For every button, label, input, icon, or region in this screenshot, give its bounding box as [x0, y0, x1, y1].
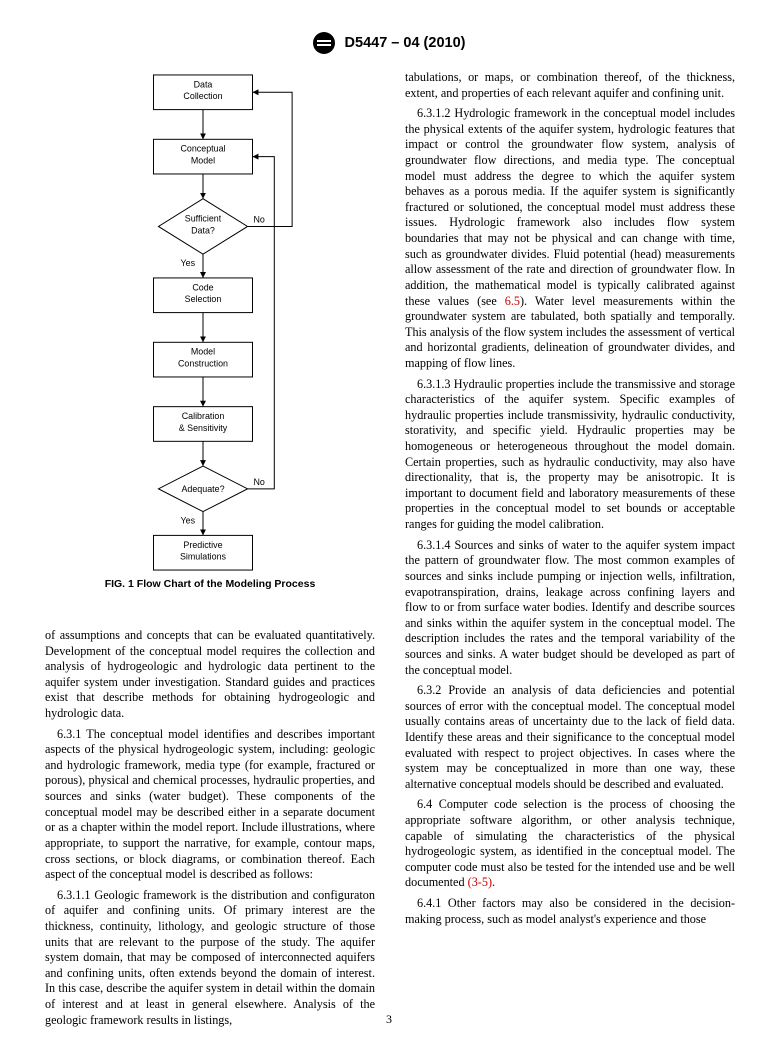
flowchart-edge-label: No — [254, 214, 265, 224]
document-code: D5447 – 04 (2010) — [345, 35, 466, 51]
flowchart-edge-label: No — [254, 477, 265, 487]
paragraph: 6.4 Computer code selection is the proce… — [405, 797, 735, 891]
paragraph: 6.3.1 The conceptual model identifies an… — [45, 727, 375, 883]
column-right: tabulations, or maps, or combination the… — [405, 70, 735, 1015]
flowchart-loopback-edge — [248, 92, 293, 226]
page: D5447 – 04 (2010) Yes Yes No No Data Collect… — [0, 0, 778, 1041]
figure-flowchart: Yes Yes No No Data Collection Conceptual Model… — [98, 70, 308, 575]
crossref-link[interactable]: (3-5) — [468, 875, 492, 889]
flowchart-node-label: Model — [191, 347, 215, 357]
paragraph: of assumptions and concepts that can be … — [45, 628, 375, 722]
flowchart-node-label: Model — [191, 156, 215, 166]
column-left: of assumptions and concepts that can be … — [45, 628, 375, 1014]
flowchart-node-label: Code — [192, 282, 213, 292]
flowchart-node-label: Adequate? — [181, 484, 224, 494]
flowchart-svg: Yes Yes No No Data Collection Conceptual Model… — [98, 70, 308, 575]
paragraph: 6.3.1.1 Geologic framework is the distri… — [45, 888, 375, 1028]
flowchart-node-label: Predictive — [183, 540, 222, 550]
page-header: D5447 – 04 (2010) — [0, 32, 778, 54]
paragraph: 6.4.1 Other factors may also be consider… — [405, 896, 735, 927]
flowchart-node-label: & Sensitivity — [179, 423, 228, 433]
paragraph: 6.3.1.3 Hydraulic properties include the… — [405, 377, 735, 533]
figure-caption: FIG. 1 Flow Chart of the Modeling Proces… — [60, 578, 360, 590]
flowchart-node-label: Selection — [185, 294, 222, 304]
paragraph: tabulations, or maps, or combination the… — [405, 70, 735, 101]
astm-logo-icon — [313, 32, 335, 54]
paragraph: 6.3.1.4 Sources and sinks of water to th… — [405, 538, 735, 678]
page-number: 3 — [0, 1012, 778, 1027]
paragraph: 6.3.2 Provide an analysis of data defici… — [405, 683, 735, 792]
flowchart-node-label: Construction — [178, 359, 228, 369]
flowchart-node-label: Calibration — [182, 411, 225, 421]
flowchart-node-label: Data? — [191, 225, 215, 235]
flowchart-edge-label: Yes — [181, 516, 196, 526]
paragraph: 6.3.1.2 Hydrologic framework in the conc… — [405, 106, 735, 371]
flowchart-node-label: Conceptual — [180, 144, 225, 154]
flowchart-edge-label: Yes — [181, 258, 196, 268]
crossref-link[interactable]: 6.5 — [505, 294, 520, 308]
flowchart-node-label: Sufficient — [185, 214, 222, 224]
flowchart-node-label: Simulations — [180, 552, 227, 562]
flowchart-node-label: Collection — [183, 91, 222, 101]
flowchart-node-label: Data — [194, 79, 213, 89]
